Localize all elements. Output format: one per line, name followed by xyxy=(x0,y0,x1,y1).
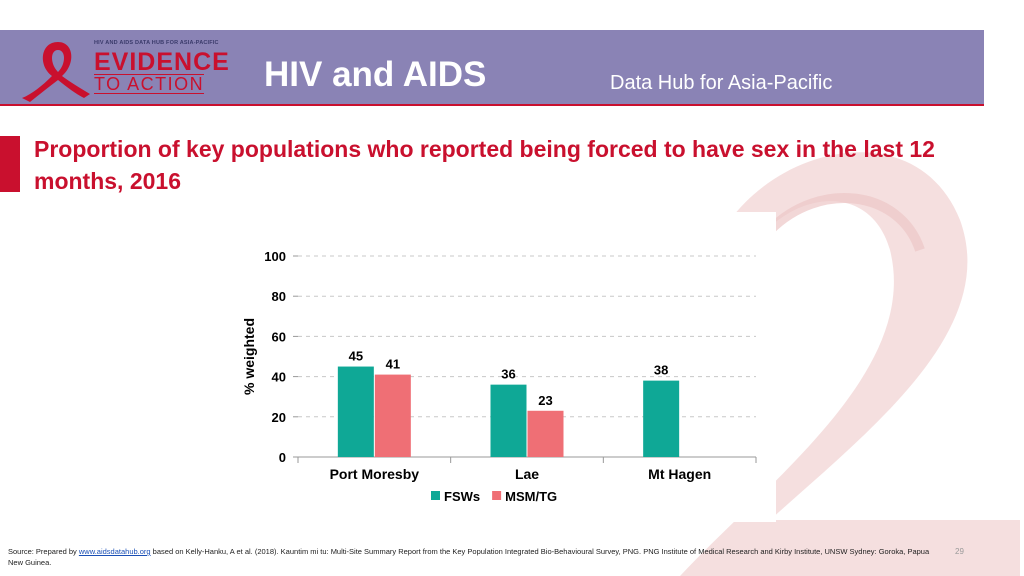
bar xyxy=(643,380,680,457)
category-label: Port Moresby xyxy=(330,466,420,482)
header-rule xyxy=(0,104,984,106)
header-banner xyxy=(0,30,984,105)
y-tick-label: 60 xyxy=(272,329,286,344)
bar xyxy=(374,374,411,457)
red-ribbon-icon xyxy=(22,42,90,102)
evidence-to-action-logo: HIV AND AIDS DATA HUB FOR ASIA-PACIFIC E… xyxy=(18,36,243,102)
y-tick-label: 100 xyxy=(264,249,286,264)
source-link[interactable]: www.aidsdatahub.org xyxy=(78,547,151,556)
data-label: 38 xyxy=(654,363,668,378)
source-prefix: Source: Prepared by xyxy=(8,547,79,556)
data-label: 45 xyxy=(349,349,363,364)
data-label: 23 xyxy=(538,393,552,408)
page-number: 29 xyxy=(955,547,964,556)
logo-tagline: HIV AND AIDS DATA HUB FOR ASIA-PACIFIC xyxy=(94,40,219,46)
app-title: HIV and AIDS xyxy=(264,55,487,94)
bar xyxy=(337,366,374,457)
y-axis-title: % weighted xyxy=(241,318,257,395)
legend-swatch xyxy=(492,491,502,500)
app-subtitle: Data Hub for Asia-Pacific xyxy=(610,72,833,94)
legend-label: FSWs xyxy=(444,489,480,504)
source-note: Source: Prepared by www.aidsdatahub.org … xyxy=(8,546,938,568)
chart-panel: 0 20 40 60 80 100 45 41 Port Moresby 36 23 Lae 38 Mt … xyxy=(230,212,776,522)
decorative-ribbon xyxy=(680,152,1020,576)
title-accent-bar xyxy=(0,136,20,192)
source-text: based on Kelly-Hanku, A et al. (2018). K… xyxy=(8,547,930,567)
slide-title: Proportion of key populations who report… xyxy=(34,136,935,194)
y-tick-label: 40 xyxy=(272,370,286,385)
data-label: 41 xyxy=(386,357,400,372)
logo-action-text: TO ACTION xyxy=(94,74,205,94)
legend-label: MSM/TG xyxy=(505,489,557,504)
legend-swatch xyxy=(431,491,440,500)
y-tick-label: 0 xyxy=(279,450,286,465)
bar-chart: 0 20 40 60 80 100 45 41 Port Moresby 36 23 Lae 38 Mt … xyxy=(241,249,757,504)
category-label: Mt Hagen xyxy=(648,466,711,482)
bar xyxy=(527,410,564,457)
data-label: 36 xyxy=(501,367,515,382)
bar xyxy=(490,384,527,457)
y-tick-label: 80 xyxy=(272,289,286,304)
logo-evidence-text: EVIDENCE xyxy=(94,48,230,76)
category-label: Lae xyxy=(515,466,539,482)
y-tick-label: 20 xyxy=(272,410,286,425)
